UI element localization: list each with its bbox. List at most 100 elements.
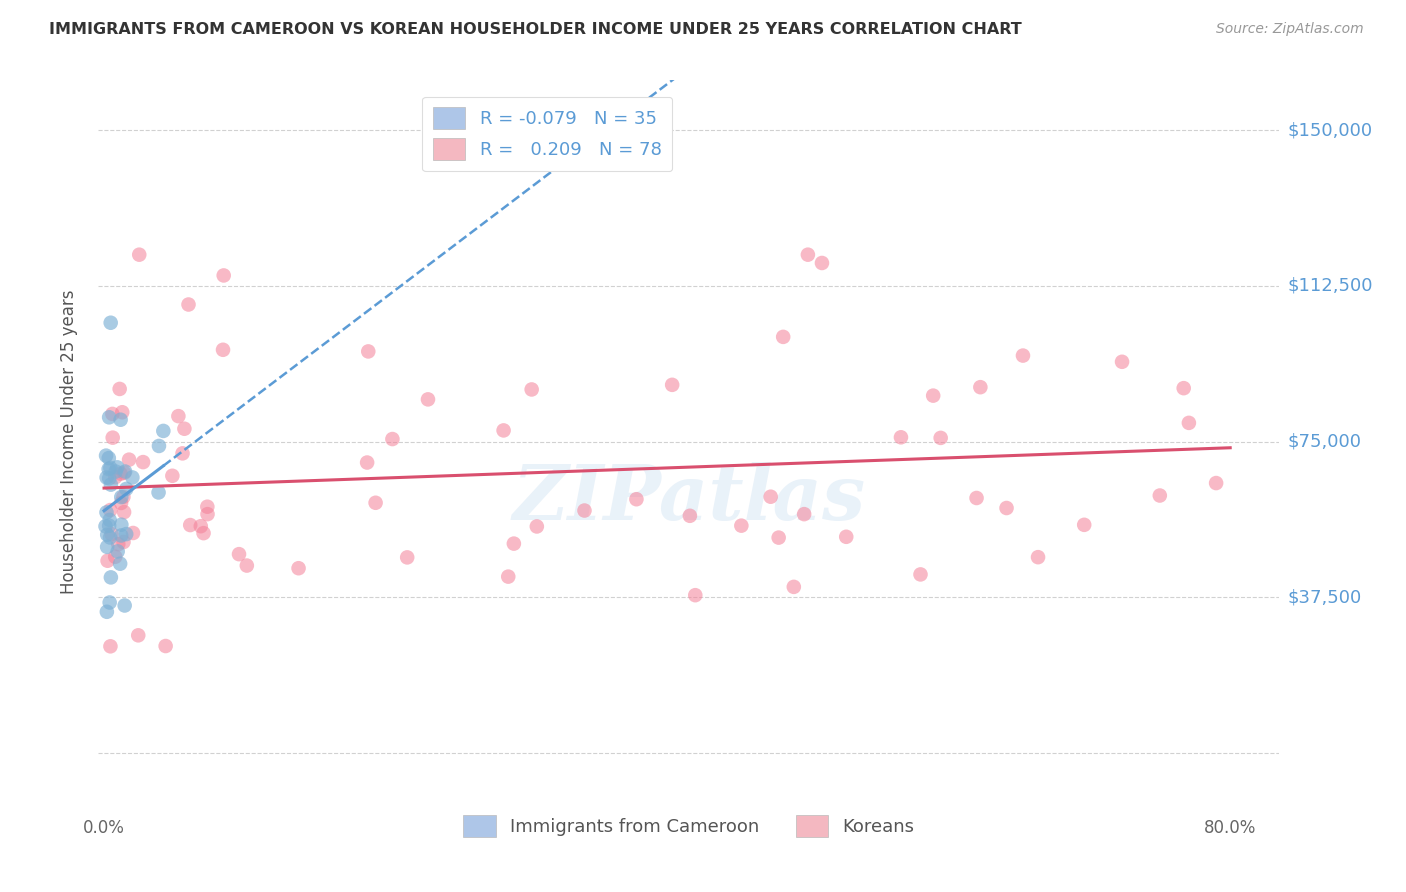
Point	[929, 431, 952, 445]
Point	[96, 527, 118, 541]
Point	[922, 389, 945, 403]
Point	[98, 595, 121, 609]
Point	[685, 588, 707, 602]
Point	[112, 490, 135, 504]
Point	[100, 527, 122, 541]
Point	[759, 490, 782, 504]
Point	[167, 409, 190, 424]
Point	[835, 530, 858, 544]
Point	[155, 639, 177, 653]
Point	[115, 527, 138, 541]
Point	[496, 569, 519, 583]
Text: IMMIGRANTS FROM CAMEROON VS KOREAN HOUSEHOLDER INCOME UNDER 25 YEARS CORRELATION: IMMIGRANTS FROM CAMEROON VS KOREAN HOUSE…	[49, 22, 1022, 37]
Point	[797, 248, 820, 262]
Point	[162, 468, 184, 483]
Point	[101, 407, 124, 421]
Point	[107, 537, 129, 551]
Point	[111, 405, 134, 419]
Legend: Immigrants from Cameroon, Koreans: Immigrants from Cameroon, Koreans	[456, 808, 922, 845]
Point	[100, 570, 122, 584]
Point	[97, 462, 120, 476]
Point	[112, 466, 135, 480]
Point	[520, 383, 543, 397]
Point	[1111, 355, 1133, 369]
Point	[396, 550, 419, 565]
Point	[1073, 517, 1095, 532]
Point	[179, 518, 201, 533]
Point	[1149, 489, 1171, 503]
Point	[104, 465, 127, 479]
Point	[132, 455, 155, 469]
Point	[96, 505, 118, 519]
Point	[122, 526, 145, 541]
Point	[212, 343, 235, 357]
Point	[110, 490, 132, 504]
Point	[100, 316, 122, 330]
Point	[197, 507, 219, 521]
Point	[783, 580, 806, 594]
Point	[679, 508, 702, 523]
Point	[152, 424, 174, 438]
Point	[148, 439, 170, 453]
Point	[212, 268, 235, 283]
Point	[110, 413, 132, 427]
Text: $37,500: $37,500	[1288, 588, 1362, 607]
Point	[772, 330, 794, 344]
Point	[193, 526, 215, 541]
Point	[96, 540, 118, 554]
Point	[1026, 550, 1049, 565]
Point	[100, 477, 122, 491]
Point	[195, 500, 218, 514]
Point	[190, 519, 212, 533]
Point	[173, 422, 195, 436]
Point	[1173, 381, 1195, 395]
Point	[966, 491, 988, 505]
Point	[96, 605, 118, 619]
Point	[574, 503, 596, 517]
Point	[94, 519, 117, 533]
Point	[112, 505, 135, 519]
Point	[110, 467, 132, 481]
Point	[98, 503, 121, 517]
Point	[110, 517, 132, 532]
Point	[118, 452, 141, 467]
Point	[127, 628, 149, 642]
Point	[811, 256, 834, 270]
Y-axis label: Householder Income Under 25 years: Householder Income Under 25 years	[59, 289, 77, 594]
Point	[98, 513, 121, 527]
Point	[97, 451, 120, 466]
Point	[110, 496, 132, 510]
Point	[94, 449, 117, 463]
Point	[910, 567, 932, 582]
Text: 80.0%: 80.0%	[1204, 820, 1257, 838]
Point	[108, 382, 131, 396]
Text: $112,500: $112,500	[1288, 277, 1374, 295]
Point	[172, 446, 194, 460]
Text: $150,000: $150,000	[1288, 121, 1372, 139]
Point	[502, 536, 524, 550]
Point	[104, 470, 127, 484]
Point	[381, 432, 404, 446]
Point	[98, 461, 121, 475]
Point	[416, 392, 439, 407]
Point	[526, 519, 548, 533]
Point	[626, 492, 648, 507]
Point	[97, 554, 120, 568]
Text: ZIPatlas: ZIPatlas	[512, 462, 866, 536]
Point	[114, 599, 136, 613]
Text: 0.0%: 0.0%	[83, 820, 125, 838]
Point	[128, 248, 150, 262]
Point	[177, 297, 200, 311]
Point	[1178, 416, 1201, 430]
Point	[98, 410, 121, 425]
Point	[228, 547, 250, 561]
Point	[98, 531, 121, 545]
Point	[148, 485, 170, 500]
Point	[969, 380, 991, 394]
Point	[98, 518, 121, 533]
Point	[100, 640, 122, 654]
Point	[236, 558, 259, 573]
Point	[890, 430, 912, 444]
Point	[98, 471, 121, 485]
Point	[1205, 476, 1227, 491]
